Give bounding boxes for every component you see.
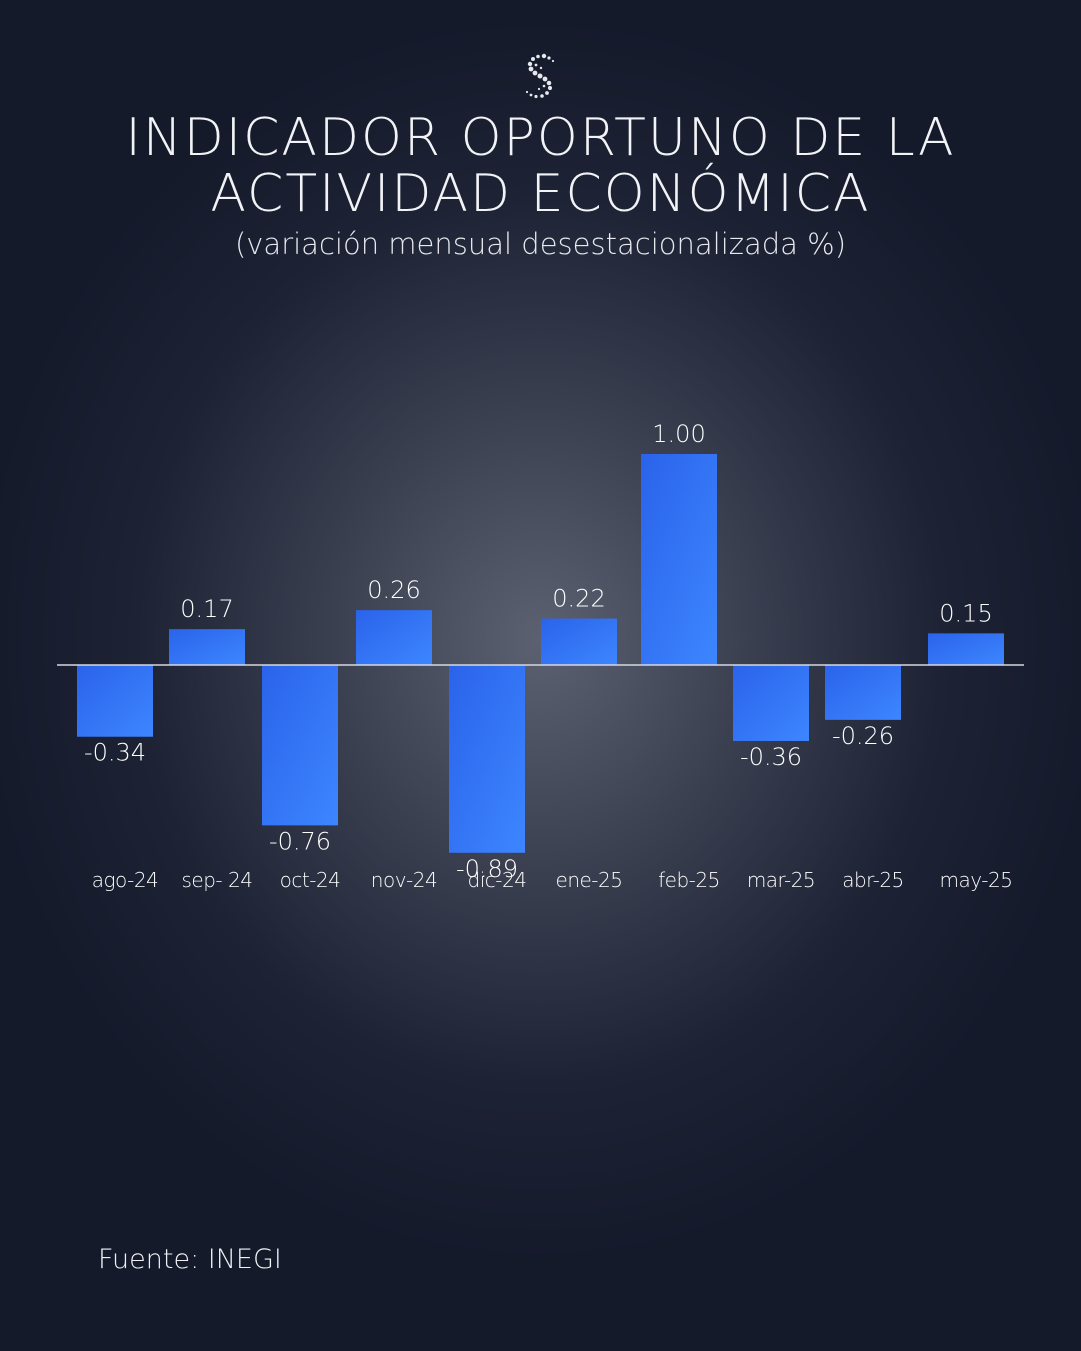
bar-7 [733, 665, 809, 741]
value-label-0: -0.34 [84, 739, 146, 767]
category-label-9: may-25 [940, 868, 1013, 892]
category-label-3: nov-24 [371, 868, 437, 892]
category-label-6: feb-25 [658, 868, 720, 892]
value-label-1: 0.17 [180, 595, 233, 623]
bar-0 [77, 665, 153, 737]
category-label-8: abr-25 [842, 868, 904, 892]
category-label-0: ago-24 [92, 868, 159, 892]
s-dots-logo-icon [525, 53, 555, 99]
value-label-4: -0.89 [456, 855, 518, 883]
value-label-6: 1.00 [652, 420, 705, 448]
value-label-7: -0.36 [740, 743, 802, 771]
category-label-7: mar-25 [747, 868, 815, 892]
chart-title-line-2: ACTIVIDAD ECONÓMICA [210, 164, 871, 224]
category-label-5: ene-25 [556, 868, 623, 892]
category-label-1: sep- 24 [182, 868, 253, 892]
value-label-5: 0.22 [552, 585, 605, 613]
bar-1 [169, 629, 245, 665]
chart-subtitle: (variación mensual desestacionalizada %) [234, 227, 847, 261]
bar-8 [825, 665, 901, 720]
chart-title-line-1: INDICADOR OPORTUNO DE LA [125, 108, 956, 168]
bar-6 [641, 454, 717, 665]
value-label-2: -0.76 [269, 827, 331, 855]
category-label-2: oct-24 [280, 868, 341, 892]
category-label-4: dic-24 [468, 868, 527, 892]
bar-9 [928, 633, 1004, 665]
bar-3 [356, 610, 432, 665]
value-label-3: 0.26 [367, 576, 420, 604]
source-note: Fuente: INEGI [98, 1244, 282, 1275]
bar-4 [449, 665, 525, 853]
bar-5 [541, 618, 617, 665]
value-label-9: 0.15 [939, 599, 992, 627]
bar-2 [262, 665, 338, 826]
value-label-8: -0.26 [832, 722, 894, 750]
